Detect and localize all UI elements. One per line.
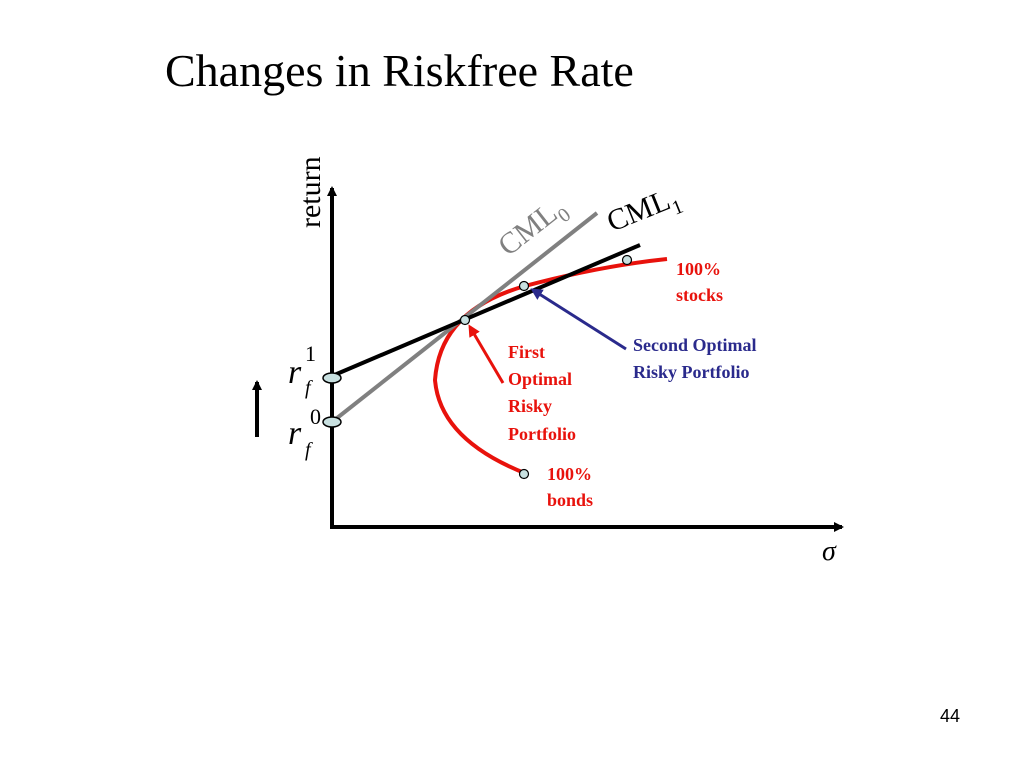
svg-text:r: r xyxy=(288,354,302,391)
rf1-label: r f 1 xyxy=(288,341,316,399)
cml0-label: CML0 xyxy=(492,190,575,267)
y-axis-label: return xyxy=(294,156,327,228)
second-optimal-label: Second Optimal Risky Portfolio xyxy=(633,335,757,382)
slide-title: Changes in Riskfree Rate xyxy=(165,45,634,96)
svg-text:r: r xyxy=(288,415,302,452)
svg-text:CML0: CML0 xyxy=(492,190,575,267)
stocks-label: 100% stocks xyxy=(676,259,723,305)
first-optimal-label: First Optimal Risky Portfolio xyxy=(508,342,576,444)
svg-text:Second Optimal: Second Optimal xyxy=(633,335,757,355)
svg-text:stocks: stocks xyxy=(676,285,723,305)
rf0-point xyxy=(322,416,342,428)
cml1-line xyxy=(331,243,641,378)
svg-text:bonds: bonds xyxy=(547,490,593,510)
svg-text:f: f xyxy=(305,377,313,399)
svg-text:0: 0 xyxy=(310,404,321,429)
svg-text:100%: 100% xyxy=(676,259,721,279)
cml1-label: CML1 xyxy=(602,180,686,244)
bonds-label: 100% bonds xyxy=(547,464,593,510)
svg-text:Portfolio: Portfolio xyxy=(508,424,576,444)
rf0-label: r f 0 xyxy=(288,404,321,461)
first-optimal-arrow xyxy=(468,324,505,384)
bonds-point xyxy=(518,468,530,480)
stocks-point xyxy=(621,254,633,266)
svg-text:f: f xyxy=(305,439,313,461)
svg-text:1: 1 xyxy=(305,341,316,366)
rf1-point xyxy=(322,372,342,384)
svg-text:Optimal: Optimal xyxy=(508,369,572,389)
page-number: 44 xyxy=(940,706,961,726)
second-optimal-point xyxy=(518,280,530,292)
svg-text:100%: 100% xyxy=(547,464,592,484)
svg-text:First: First xyxy=(508,342,545,362)
svg-text:Risky Portfolio: Risky Portfolio xyxy=(633,362,750,382)
second-optimal-arrow xyxy=(530,288,627,351)
x-axis-label: σ xyxy=(822,536,837,567)
svg-text:Risky: Risky xyxy=(508,396,552,416)
svg-text:CML1: CML1 xyxy=(602,180,686,244)
first-optimal-point xyxy=(459,314,471,326)
